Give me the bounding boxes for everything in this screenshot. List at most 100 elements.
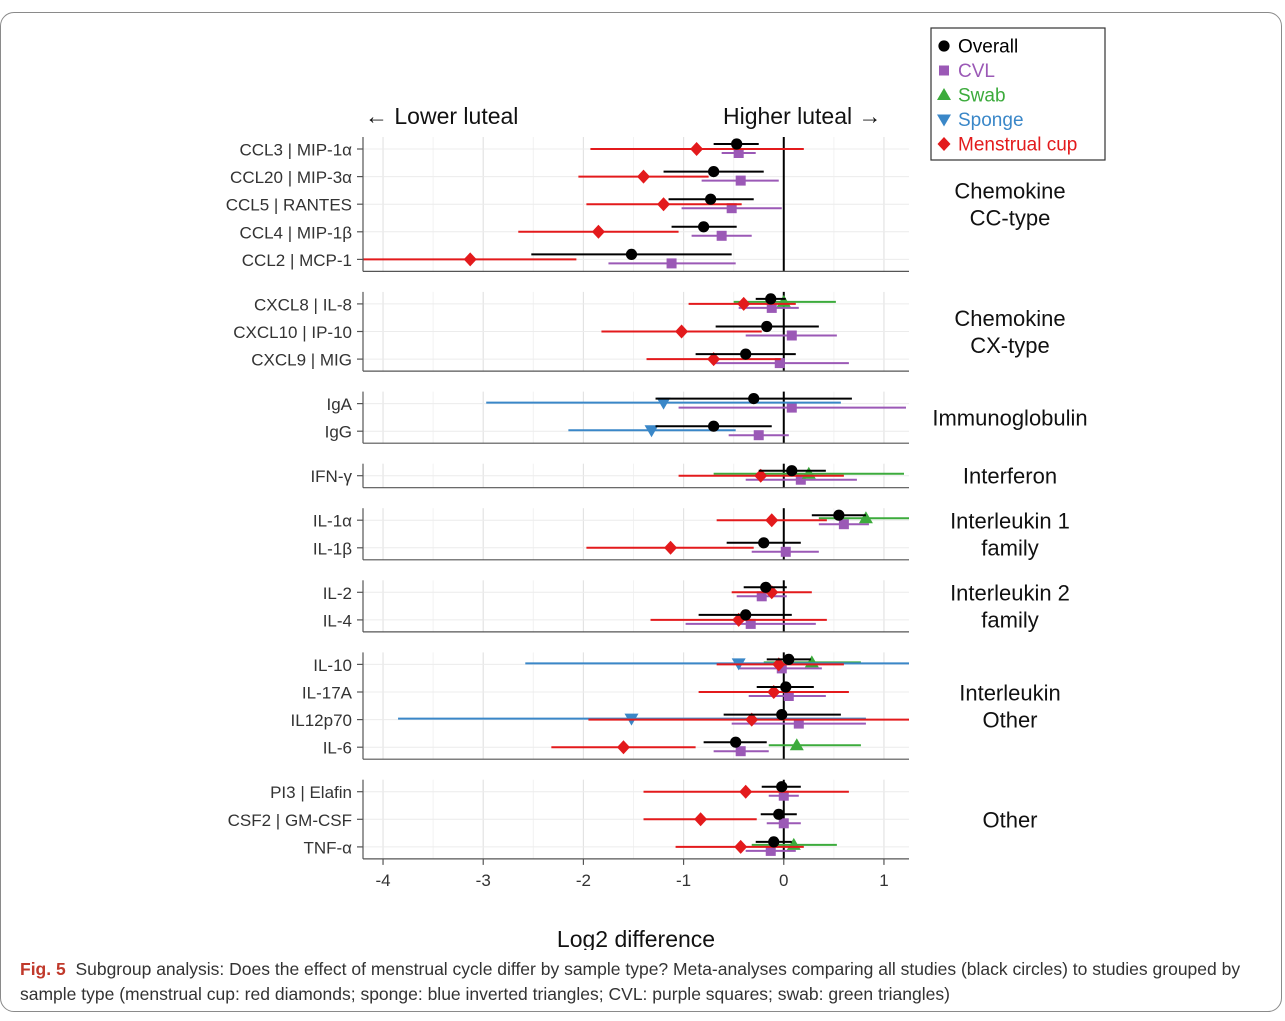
point-swab: [789, 738, 804, 751]
point-cvl: [745, 618, 756, 629]
point-overall: [833, 509, 845, 521]
group-label-line: Other: [982, 707, 1037, 732]
data-points: [363, 138, 909, 856]
row-label: IL-1β: [313, 539, 352, 558]
point-cvl: [786, 330, 797, 341]
row-label: IgG: [325, 423, 352, 442]
point-cup: [765, 513, 779, 528]
row-label: PI3 | Elafin: [270, 783, 352, 802]
direction-labels: ← Lower luteal Higher luteal →: [365, 103, 882, 129]
point-cvl: [666, 258, 677, 269]
group-label-line: Interleukin 2: [950, 581, 1070, 606]
point-overall: [708, 420, 720, 432]
point-cup: [734, 839, 748, 854]
point-cvl: [795, 474, 806, 485]
point-cup: [675, 324, 689, 339]
row-label: CCL20 | MIP-3α: [230, 168, 352, 187]
row-label: IgA: [326, 395, 352, 414]
row-labels: CCL3 | MIP-1α CCL20 | MIP-3α CCL5 | RANTES…: [226, 141, 353, 858]
panel-background: [363, 580, 909, 632]
row-label: IL-6: [323, 739, 352, 758]
legend-key-overall: [938, 40, 950, 52]
point-overall: [765, 293, 777, 305]
caption-text: Subgroup analysis: Does the effect of me…: [20, 959, 1241, 1004]
row-label: CCL2 | MCP-1: [242, 251, 352, 270]
point-overall: [625, 248, 638, 260]
lower-luteal-label: ← Lower luteal: [365, 103, 518, 129]
group-label-line: Chemokine: [954, 306, 1065, 331]
point-cup: [616, 740, 630, 755]
point-cvl: [735, 746, 746, 757]
point-overall: [698, 221, 710, 233]
row-label: IL-10: [313, 656, 352, 675]
point-overall: [783, 653, 795, 666]
point-overall: [740, 348, 752, 360]
point-cvl: [838, 519, 849, 530]
point-cvl: [735, 175, 746, 186]
legend-key-sponge: [937, 114, 951, 127]
point-cup: [707, 352, 721, 367]
point-swab: [858, 511, 873, 524]
group-label-line: Immunoglobulin: [932, 405, 1087, 430]
group-label-line: CC-type: [970, 206, 1051, 231]
point-cvl: [766, 302, 777, 313]
point-overall: [776, 781, 788, 793]
point-cup: [767, 685, 781, 699]
group-label-line: Interleukin 1: [950, 509, 1070, 534]
point-cvl: [786, 402, 797, 413]
point-cvl: [753, 430, 764, 441]
panel-backgrounds: [363, 137, 909, 859]
point-overall: [730, 736, 742, 748]
group-label-line: Chemokine: [954, 179, 1065, 204]
group-label: Interferon: [963, 464, 1057, 489]
group-label-line: family: [981, 536, 1038, 561]
legend-label-sponge: Sponge: [958, 110, 1024, 131]
row-label: CCL3 | MIP-1α: [240, 141, 353, 160]
legend-key-cvl: [939, 65, 949, 76]
point-overall: [740, 609, 752, 621]
x-tick-label: 1: [879, 871, 888, 890]
point-cup: [772, 657, 786, 672]
legend-label-overall: Overall: [958, 37, 1018, 58]
row-label: CXCL10 | IP-10: [233, 323, 352, 342]
group-label-line: Interferon: [963, 464, 1057, 489]
row-label: IL-2: [323, 584, 352, 603]
point-overall: [760, 581, 772, 593]
point-cup: [739, 784, 753, 799]
legend: Overall CVL Swab Sponge Menstrual cup: [930, 27, 1106, 161]
legend-key-cup: [937, 137, 951, 151]
point-sponge: [644, 425, 659, 438]
group-label-line: family: [981, 608, 1038, 633]
point-cvl: [726, 203, 737, 214]
row-label: IL-4: [323, 611, 352, 630]
point-cup: [463, 252, 477, 267]
point-cup: [745, 712, 759, 727]
x-tick-label: -2: [576, 871, 591, 890]
group-label: Chemokine CC-type: [954, 179, 1065, 231]
point-cup: [637, 169, 651, 184]
row-label: IL-1α: [313, 512, 352, 531]
point-cup: [737, 296, 751, 311]
group-label: Chemokine CX-type: [954, 306, 1065, 358]
point-cup: [754, 468, 768, 483]
point-cup: [664, 540, 678, 555]
point-cup: [690, 142, 704, 156]
point-overall: [731, 138, 743, 150]
row-label: IL-17A: [302, 684, 353, 703]
row-label: CCL4 | MIP-1β: [240, 223, 353, 242]
group-label-line: Other: [982, 807, 1037, 832]
panel-background: [363, 652, 909, 760]
row-label: TNF-α: [303, 838, 352, 857]
point-overall: [768, 836, 780, 848]
point-cvl: [716, 230, 727, 241]
point-cvl: [778, 818, 789, 829]
x-tick-label: -4: [375, 871, 390, 890]
point-cvl: [765, 845, 776, 856]
legend-label-swab: Swab: [958, 86, 1006, 107]
point-overall: [708, 166, 720, 178]
point-cvl: [783, 691, 794, 701]
figure-caption: Fig. 5 Subgroup analysis: Does the effec…: [20, 957, 1265, 1007]
point-overall: [705, 193, 717, 205]
